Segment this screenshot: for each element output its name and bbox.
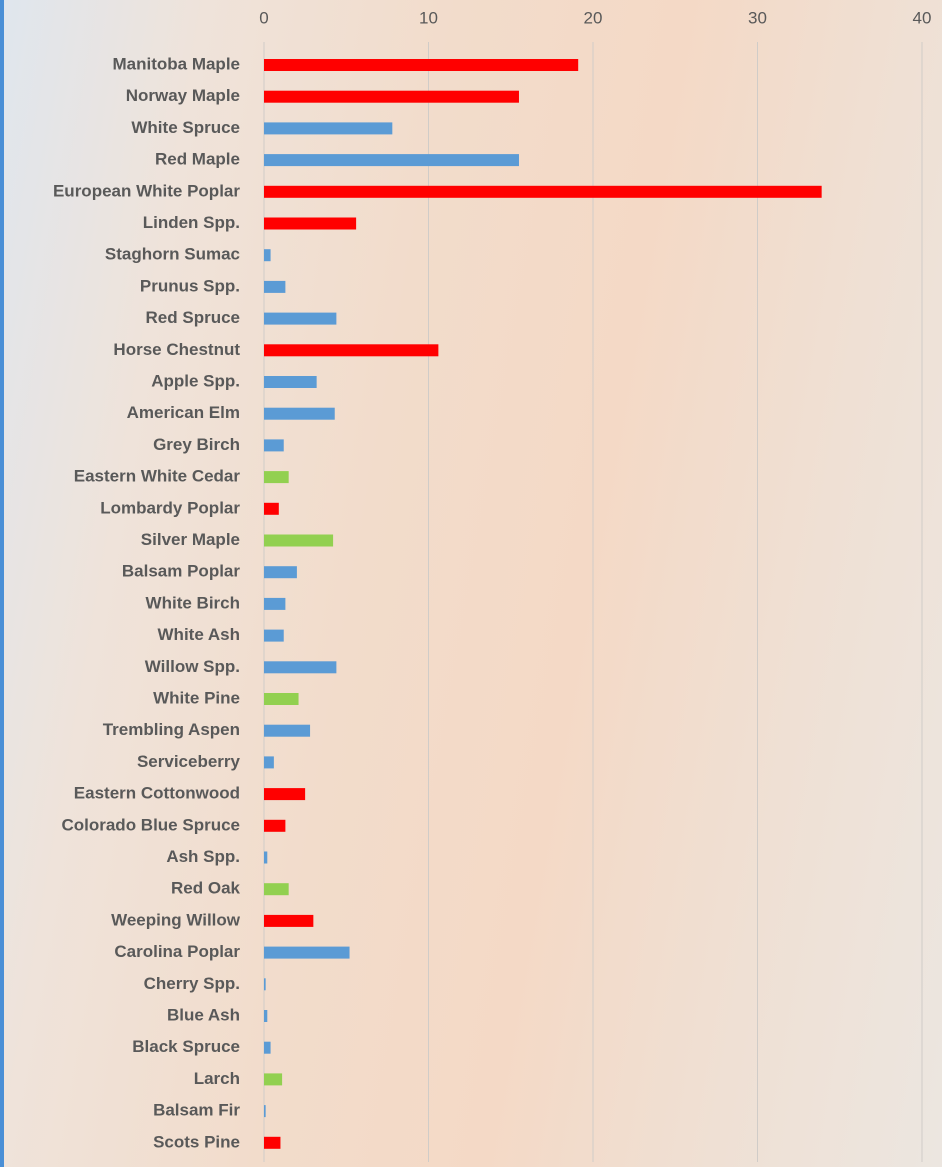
bar — [264, 534, 334, 547]
bar — [264, 566, 297, 579]
x-tick-label: 20 — [584, 8, 603, 27]
category-label: Trembling Aspen — [103, 720, 240, 739]
category-label: Silver Maple — [141, 530, 240, 549]
category-label: Horse Chestnut — [113, 340, 240, 359]
category-label: Red Oak — [171, 879, 241, 898]
x-tick-label: 30 — [748, 8, 767, 27]
bar — [264, 376, 317, 388]
bar — [264, 756, 274, 769]
category-label: Serviceberry — [137, 752, 241, 771]
bar — [264, 1073, 283, 1086]
bar — [264, 978, 266, 991]
category-label: Red Spruce — [146, 308, 240, 327]
category-label: Red Maple — [155, 150, 240, 169]
bar — [264, 819, 286, 832]
bar — [264, 502, 279, 515]
category-label: Black Spruce — [132, 1037, 240, 1056]
category-label: Eastern Cottonwood — [74, 784, 240, 803]
bar — [264, 280, 286, 293]
category-label: Willow Spp. — [145, 657, 240, 676]
bar — [264, 1010, 268, 1022]
bar — [264, 1136, 281, 1149]
category-label: White Ash — [158, 625, 240, 644]
bar — [264, 851, 268, 864]
bar — [264, 122, 393, 135]
bar — [264, 249, 271, 262]
category-label: Norway Maple — [126, 86, 240, 105]
bar — [264, 344, 439, 357]
category-label: Manitoba Maple — [112, 54, 240, 73]
category-label: Cherry Spp. — [144, 974, 240, 993]
bar — [264, 185, 822, 198]
x-tick-label: 10 — [419, 8, 438, 27]
bar — [264, 946, 350, 959]
bar — [264, 439, 284, 452]
bar — [264, 154, 519, 167]
category-label: Staghorn Sumac — [105, 245, 240, 264]
bar — [264, 724, 311, 737]
category-label: Balsam Fir — [153, 1101, 240, 1120]
x-tick-label: 0 — [259, 8, 268, 27]
bar — [264, 629, 284, 642]
category-label: European White Poplar — [53, 181, 240, 200]
category-label: Blue Ash — [167, 1005, 240, 1024]
category-label: Scots Pine — [153, 1132, 240, 1151]
category-label: Balsam Poplar — [122, 562, 240, 581]
category-label: Linden Spp. — [143, 213, 240, 232]
edge-bar — [0, 0, 4, 1167]
category-label: White Pine — [153, 688, 240, 707]
category-label: White Spruce — [131, 118, 240, 137]
bar — [264, 471, 289, 484]
bar — [264, 693, 299, 705]
bar — [264, 1105, 266, 1118]
category-label: Larch — [194, 1069, 240, 1088]
bar — [264, 312, 337, 325]
bar — [264, 597, 286, 610]
bar — [264, 788, 306, 801]
category-label: Weeping Willow — [111, 910, 241, 929]
category-label: Ash Spp. — [166, 847, 240, 866]
category-label: American Elm — [127, 403, 240, 422]
bar — [264, 883, 289, 896]
bar — [264, 217, 357, 230]
bar — [264, 914, 314, 927]
category-label: Prunus Spp. — [140, 276, 240, 295]
bar — [264, 1041, 271, 1054]
bar — [264, 407, 335, 420]
category-label: Eastern White Cedar — [74, 467, 241, 486]
category-label: Apple Spp. — [151, 371, 240, 390]
category-label: Carolina Poplar — [114, 942, 240, 961]
category-label: Colorado Blue Spruce — [61, 815, 240, 834]
bar — [264, 90, 519, 103]
category-label: Lombardy Poplar — [100, 498, 240, 517]
bar — [264, 59, 579, 71]
category-label: Grey Birch — [153, 435, 240, 454]
bar — [264, 661, 337, 674]
category-label: White Birch — [146, 593, 240, 612]
x-tick-label: 40 — [913, 8, 932, 27]
